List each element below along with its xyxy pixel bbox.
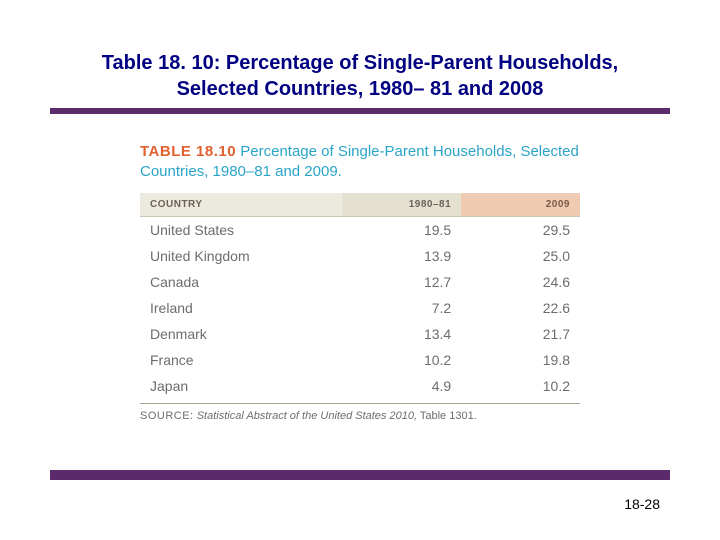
table-header-row: COUNTRY 1980–81 2009 xyxy=(140,193,580,217)
col-header-country: COUNTRY xyxy=(140,193,342,217)
cell-2009: 29.5 xyxy=(461,216,580,243)
cell-2009: 25.0 xyxy=(461,243,580,269)
col-header-1980: 1980–81 xyxy=(342,193,461,217)
table-row: Denmark 13.4 21.7 xyxy=(140,321,580,347)
title-underline xyxy=(50,108,670,114)
table-row: Canada 12.7 24.6 xyxy=(140,269,580,295)
cell-1980: 13.9 xyxy=(342,243,461,269)
cell-1980: 19.5 xyxy=(342,216,461,243)
table-row: United Kingdom 13.9 25.0 xyxy=(140,243,580,269)
data-table: COUNTRY 1980–81 2009 United States 19.5 … xyxy=(140,193,580,399)
cell-2009: 10.2 xyxy=(461,373,580,399)
slide: Table 18. 10: Percentage of Single-Paren… xyxy=(0,0,720,540)
table-row: Japan 4.9 10.2 xyxy=(140,373,580,399)
cell-2009: 19.8 xyxy=(461,347,580,373)
table-row: France 10.2 19.8 xyxy=(140,347,580,373)
cell-2009: 24.6 xyxy=(461,269,580,295)
cell-1980: 7.2 xyxy=(342,295,461,321)
table-source: SOURCE: Statistical Abstract of the Unit… xyxy=(140,410,580,422)
source-label: SOURCE: xyxy=(140,410,194,422)
table-bottom-rule xyxy=(140,403,580,404)
cell-2009: 21.7 xyxy=(461,321,580,347)
cell-country: United Kingdom xyxy=(140,243,342,269)
cell-country: Ireland xyxy=(140,295,342,321)
source-tail: Table 1301. xyxy=(417,410,477,422)
cell-1980: 12.7 xyxy=(342,269,461,295)
col-header-2009: 2009 xyxy=(461,193,580,217)
slide-title: Table 18. 10: Percentage of Single-Paren… xyxy=(60,50,660,102)
cell-2009: 22.6 xyxy=(461,295,580,321)
cell-country: France xyxy=(140,347,342,373)
table-row: United States 19.5 29.5 xyxy=(140,216,580,243)
page-number: 18-28 xyxy=(624,496,660,512)
cell-1980: 4.9 xyxy=(342,373,461,399)
cell-1980: 13.4 xyxy=(342,321,461,347)
cell-country: Denmark xyxy=(140,321,342,347)
table-caption-label: TABLE 18.10 xyxy=(140,143,236,160)
table-container: TABLE 18.10 Percentage of Single-Parent … xyxy=(140,142,580,422)
source-italic: Statistical Abstract of the United State… xyxy=(197,410,417,422)
cell-country: Canada xyxy=(140,269,342,295)
cell-country: Japan xyxy=(140,373,342,399)
table-caption: TABLE 18.10 Percentage of Single-Parent … xyxy=(140,142,580,183)
cell-country: United States xyxy=(140,216,342,243)
footer-bar xyxy=(50,470,670,480)
table-row: Ireland 7.2 22.6 xyxy=(140,295,580,321)
cell-1980: 10.2 xyxy=(342,347,461,373)
